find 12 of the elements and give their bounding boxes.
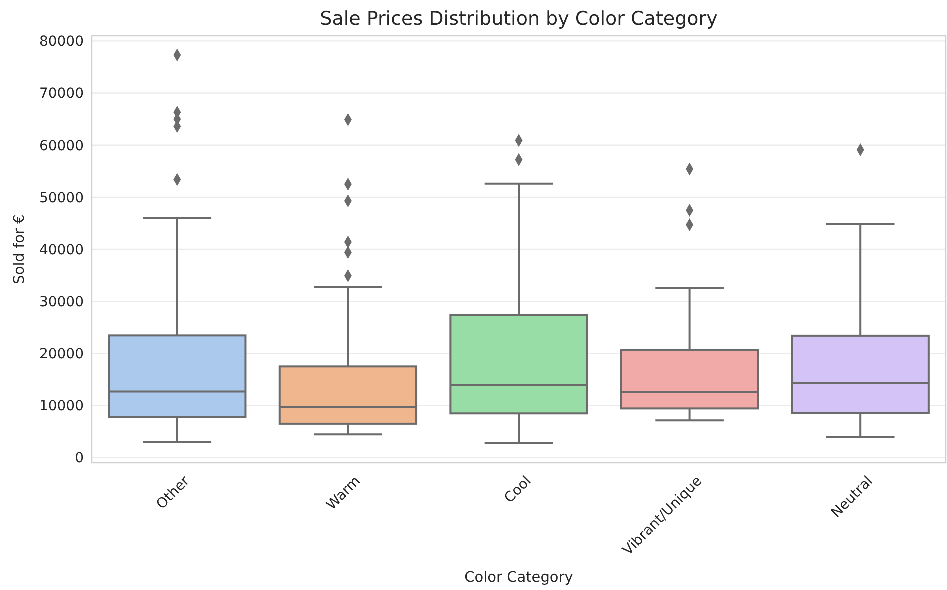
x-axis-title: Color Category	[464, 570, 574, 586]
y-tick-label: 0	[75, 450, 84, 467]
y-tick-label: 20000	[39, 346, 84, 363]
y-tick-label: 80000	[39, 34, 84, 50]
y-tick-label: 60000	[39, 138, 84, 154]
y-tick-label: 30000	[39, 294, 84, 310]
y-tick-label: 70000	[39, 86, 84, 102]
y-tick-label: 10000	[39, 398, 84, 415]
y-tick-label: 50000	[39, 190, 84, 206]
chart-title: Sale Prices Distribution by Color Category	[320, 8, 718, 30]
y-tick-label: 40000	[39, 242, 84, 258]
y-axis-title: Sold for €	[12, 214, 28, 284]
